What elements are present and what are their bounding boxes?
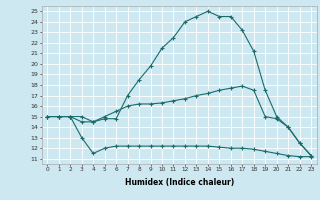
X-axis label: Humidex (Indice chaleur): Humidex (Indice chaleur) <box>124 178 234 187</box>
